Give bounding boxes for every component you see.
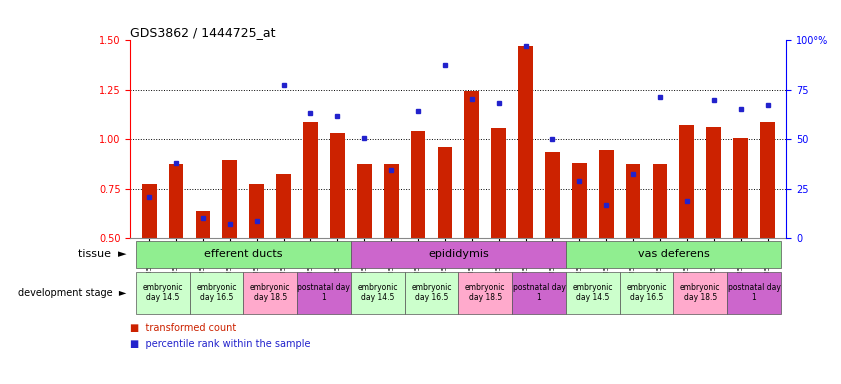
Bar <box>222 160 237 238</box>
Bar <box>518 46 533 238</box>
Text: postnatal day
1: postnatal day 1 <box>298 283 351 303</box>
Text: postnatal day
1: postnatal day 1 <box>727 283 780 303</box>
Text: embryonic
day 16.5: embryonic day 16.5 <box>196 283 236 303</box>
Bar <box>566 240 781 268</box>
Bar <box>249 184 264 238</box>
Text: embryonic
day 16.5: embryonic day 16.5 <box>411 283 452 303</box>
Bar <box>243 271 297 314</box>
Bar <box>599 150 614 238</box>
Bar <box>733 138 748 238</box>
Text: epididymis: epididymis <box>428 249 489 260</box>
Bar <box>566 271 620 314</box>
Bar <box>410 131 426 238</box>
Bar <box>196 211 210 238</box>
Text: embryonic
day 14.5: embryonic day 14.5 <box>142 283 182 303</box>
Bar <box>330 133 345 238</box>
Bar <box>437 147 452 238</box>
Bar <box>464 91 479 238</box>
Bar <box>351 271 405 314</box>
Bar <box>491 128 506 238</box>
Text: embryonic
day 16.5: embryonic day 16.5 <box>627 283 667 303</box>
Bar <box>189 271 243 314</box>
Bar <box>653 164 668 238</box>
Text: embryonic
day 14.5: embryonic day 14.5 <box>573 283 613 303</box>
Bar <box>626 164 641 238</box>
Bar <box>674 271 727 314</box>
Text: vas deferens: vas deferens <box>637 249 709 260</box>
Bar <box>512 271 566 314</box>
Text: GDS3862 / 1444725_at: GDS3862 / 1444725_at <box>130 26 276 39</box>
Bar <box>727 271 781 314</box>
Text: tissue  ►: tissue ► <box>77 249 126 260</box>
Text: development stage  ►: development stage ► <box>18 288 126 298</box>
Bar <box>135 240 351 268</box>
Bar <box>276 174 291 238</box>
Bar <box>760 122 775 238</box>
Text: embryonic
day 18.5: embryonic day 18.5 <box>250 283 290 303</box>
Bar <box>620 271 674 314</box>
Bar <box>680 125 695 238</box>
Bar <box>135 271 189 314</box>
Bar <box>572 163 587 238</box>
Text: ■  transformed count: ■ transformed count <box>130 323 236 333</box>
Bar <box>142 184 156 238</box>
Bar <box>357 164 372 238</box>
Text: postnatal day
1: postnatal day 1 <box>512 283 565 303</box>
Bar <box>297 271 351 314</box>
Bar <box>545 152 560 238</box>
Bar <box>383 164 399 238</box>
Bar <box>351 240 566 268</box>
Bar <box>405 271 458 314</box>
Bar <box>169 164 183 238</box>
Text: embryonic
day 18.5: embryonic day 18.5 <box>680 283 721 303</box>
Bar <box>303 122 318 238</box>
Text: efferent ducts: efferent ducts <box>204 249 283 260</box>
Text: embryonic
day 14.5: embryonic day 14.5 <box>357 283 398 303</box>
Text: embryonic
day 18.5: embryonic day 18.5 <box>465 283 505 303</box>
Bar <box>458 271 512 314</box>
Text: ■  percentile rank within the sample: ■ percentile rank within the sample <box>130 339 311 349</box>
Bar <box>706 127 721 238</box>
